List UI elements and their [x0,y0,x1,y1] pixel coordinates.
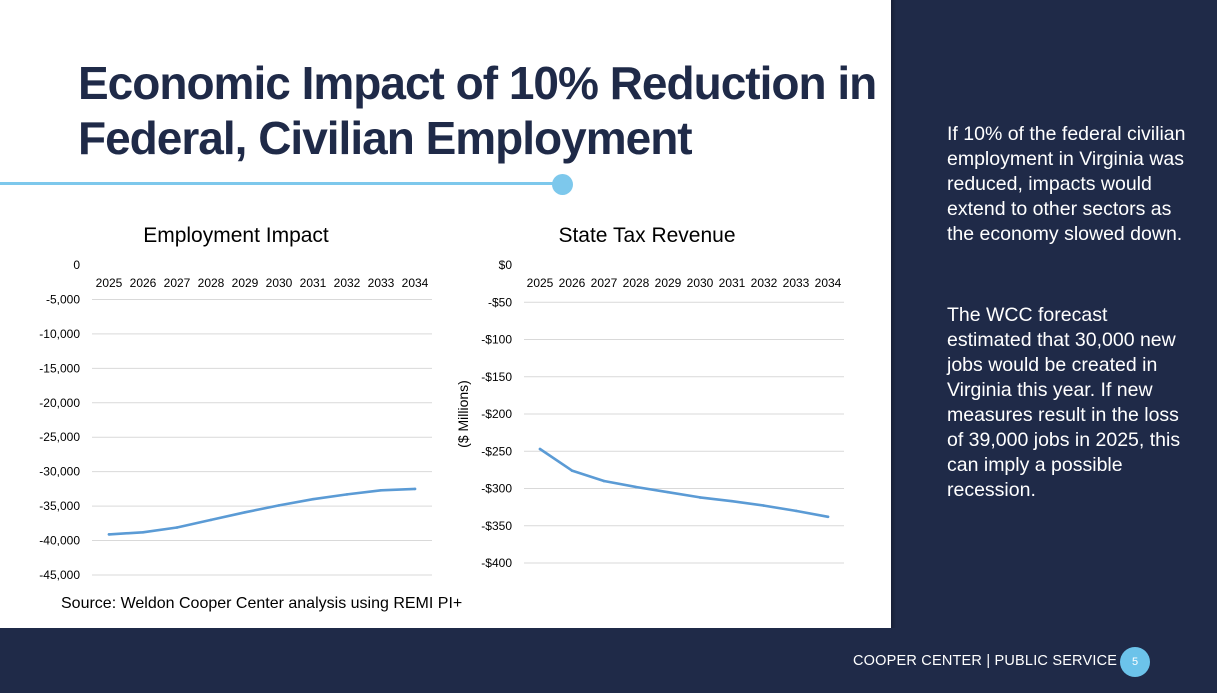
tax-x-tick-label: 2028 [623,276,650,290]
tax-x-tick-label: 2027 [591,276,618,290]
tax-y-tick-label: -$100 [481,333,512,347]
panel-paragraph-2: The WCC forecast estimated that 30,000 n… [947,304,1181,501]
slide-main [0,0,891,628]
employment-x-tick-label: 2027 [164,276,191,290]
tax-y-axis-title: ($ Millions) [455,380,471,448]
tax-y-tick-label: -$300 [481,482,512,496]
employment-data-point [379,488,383,492]
panel-shadow [891,0,896,628]
employment-x-tick-label: 2033 [368,276,395,290]
employment-data-point [209,518,213,522]
employment-y-tick-label: -20,000 [39,396,80,410]
tax-data-point [634,485,638,489]
employment-x-tick-label: 2030 [266,276,293,290]
tax-x-tick-label: 2029 [655,276,682,290]
employment-x-tick-label: 2031 [300,276,327,290]
employment-x-tick-label: 2029 [232,276,259,290]
tax-data-point [602,479,606,483]
employment-x-tick-label: 2028 [198,276,225,290]
tax-y-tick-label: -$400 [481,556,512,570]
footer-label: COOPER CENTER | PUBLIC SERVICE [853,653,1118,669]
employment-y-tick-label: -30,000 [39,465,80,479]
employment-y-tick-label: 0 [73,258,80,272]
tax-x-tick-label: 2030 [687,276,714,290]
employment-data-point [175,526,179,529]
employment-impact-chart: Employment Impact 0 -5,000 -10,000 -15,000 -2… [39,224,432,582]
title-underline-dot [552,174,573,195]
slide-title: Economic Impact of 10% Reduction in Fede… [78,57,877,164]
tax-data-point [666,490,670,494]
employment-x-tick-label: 2025 [96,276,123,290]
tax-title: State Tax Revenue [558,224,735,247]
tax-data-point [698,496,702,499]
state-tax-revenue-chart: State Tax Revenue $0 -$50 -$100 -$150 -$200 -$… [455,224,844,570]
tax-series-line [538,447,830,519]
employment-data-point [277,504,281,507]
tax-data-point [762,504,766,507]
title-underline [0,182,560,185]
employment-data-point [141,530,145,534]
tax-y-tick-label: -$250 [481,444,512,458]
employment-y-tick-label: -35,000 [39,499,80,513]
employment-title: Employment Impact [143,224,329,247]
employment-y-tick-label: -45,000 [39,568,80,582]
footer-bar [0,628,1217,693]
employment-y-tick-label: -25,000 [39,430,80,444]
tax-y-tick-label: -$350 [481,519,512,533]
tax-y-tick-label: -$200 [481,407,512,421]
tax-data-point [570,469,574,472]
tax-x-tick-label: 2034 [815,276,842,290]
tax-x-tick-label: 2033 [783,276,810,290]
tax-y-tick-label: $0 [499,258,513,272]
tax-x-tick-label: 2031 [719,276,746,290]
employment-data-point [413,487,417,491]
source-note: Source: Weldon Cooper Center analysis us… [61,595,463,612]
employment-y-tick-label: -40,000 [39,534,80,548]
tax-x-tick-label: 2026 [559,276,586,290]
tax-data-point [538,447,542,451]
panel-paragraph-1: If 10% of the federal civilian employmen… [947,123,1186,245]
tax-data-point [794,509,798,513]
employment-x-tick-label: 2026 [130,276,157,290]
employment-x-tick-label: 2032 [334,276,361,290]
employment-data-point [311,497,315,501]
employment-data-point [243,511,247,514]
employment-y-tick-label: -5,000 [46,292,80,306]
side-panel [891,0,1217,628]
tax-y-tick-label: -$150 [481,370,512,384]
tax-data-point [826,515,830,519]
tax-data-point [730,499,734,503]
employment-data-point [345,493,349,496]
employment-y-tick-label: -15,000 [39,361,80,375]
employment-data-point [107,533,111,536]
page-number-badge: 5 [1120,647,1150,677]
employment-series-line [107,487,417,536]
tax-x-tick-label: 2025 [527,276,554,290]
tax-x-tick-label: 2032 [751,276,778,290]
employment-y-tick-label: -10,000 [39,327,80,341]
tax-y-tick-label: -$50 [488,295,512,309]
employment-x-tick-label: 2034 [402,276,429,290]
